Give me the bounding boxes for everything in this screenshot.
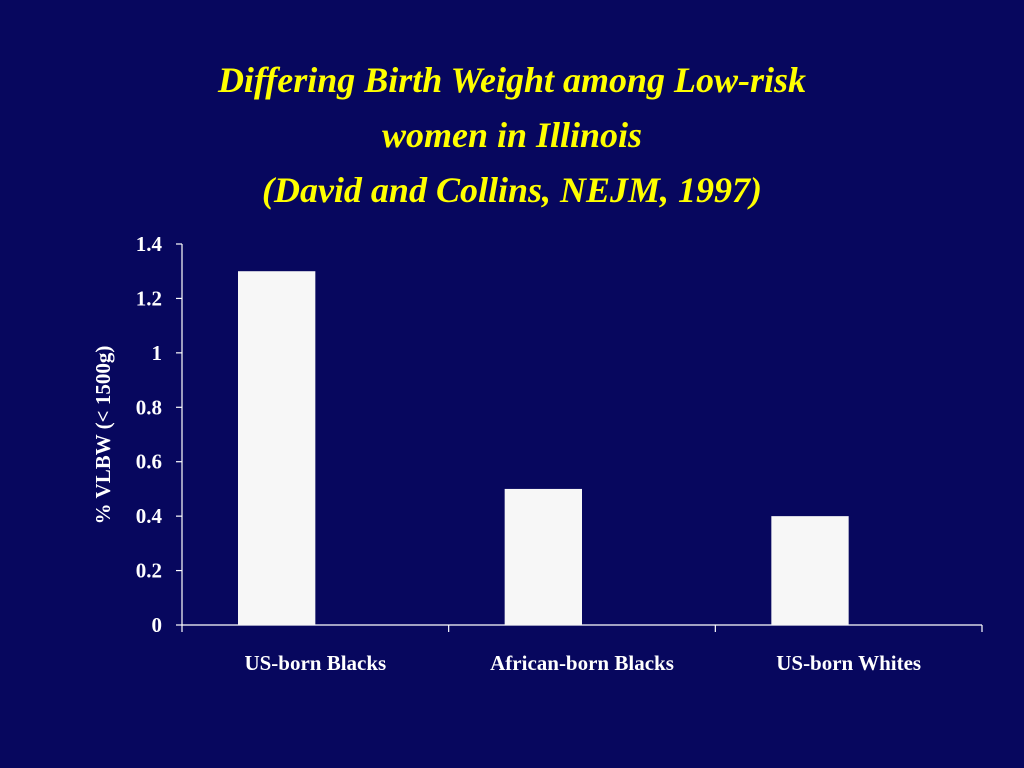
- y-tick-label: 0.2: [136, 559, 162, 583]
- title-line: Differing Birth Weight among Low-risk: [217, 60, 806, 100]
- title-line: (David and Collins, NEJM, 1997): [262, 170, 762, 210]
- y-tick-label: 1: [152, 341, 163, 365]
- title-line: women in Illinois: [382, 115, 642, 155]
- bar: [504, 488, 582, 625]
- y-tick-label: 1.2: [136, 286, 162, 310]
- x-tick-label: African-born Blacks: [490, 651, 674, 675]
- y-tick-label: 1.4: [136, 232, 163, 256]
- bar: [238, 271, 316, 625]
- y-axis-label: % VLBW (< 1500g): [91, 346, 115, 525]
- y-tick-label: 0: [152, 613, 163, 637]
- y-tick-label: 0.6: [136, 450, 162, 474]
- y-tick-label: 0.8: [136, 395, 162, 419]
- y-tick-label: 0.4: [136, 504, 163, 528]
- x-tick-label: US-born Blacks: [244, 651, 386, 675]
- bar: [771, 516, 849, 625]
- x-tick-label: US-born Whites: [776, 651, 921, 675]
